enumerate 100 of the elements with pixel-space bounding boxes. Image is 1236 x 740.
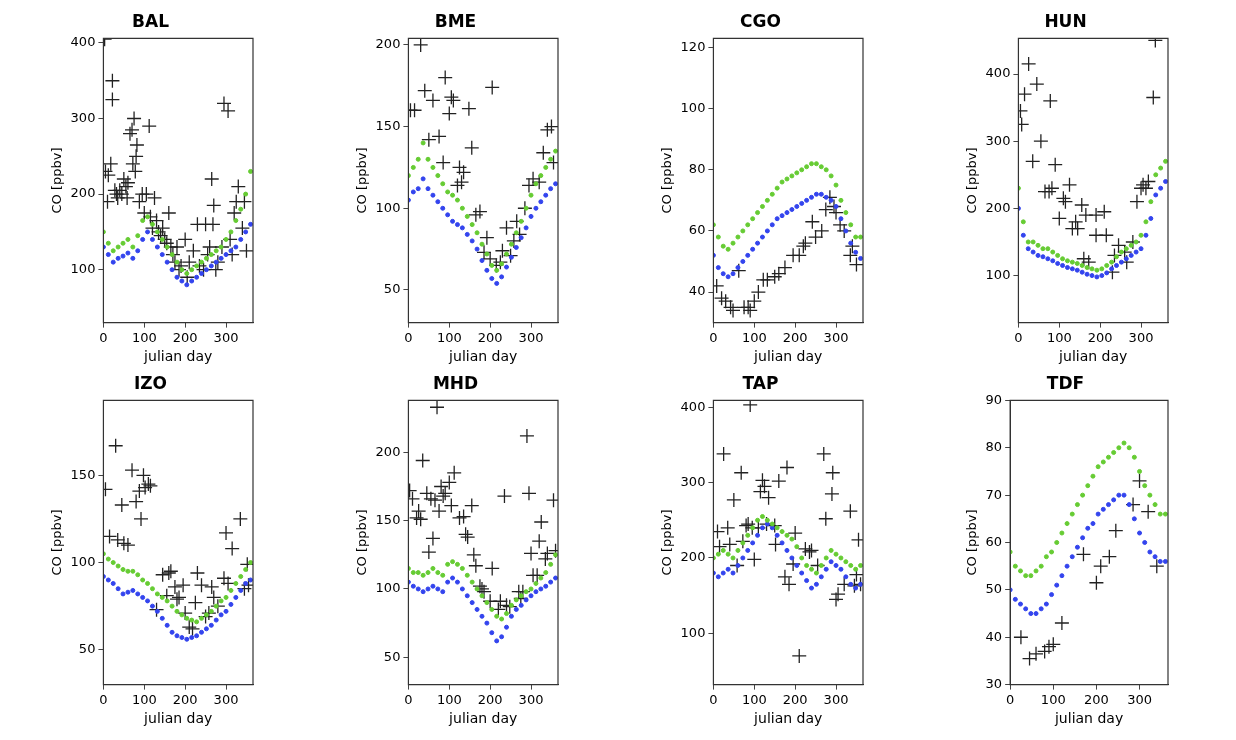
point [437,69,453,86]
point [713,539,728,555]
point [1057,194,1074,210]
y-axis-title: CO [ppbv] [964,147,980,214]
chart-title: MHD [432,372,479,393]
point [779,459,795,476]
point [167,579,183,595]
point [735,533,751,550]
x-tick-label: 100 [436,329,462,345]
x-axis-title: julian day [143,348,213,365]
point [446,465,462,481]
y-axis-title: CO [ppbv] [964,509,980,576]
point [468,558,484,574]
point [791,247,807,264]
chart-title: HUN [1044,10,1087,31]
point [809,557,826,574]
point [435,154,451,171]
point [740,299,756,315]
point [1041,639,1057,655]
point [155,567,171,583]
point [193,577,210,593]
x-tick-label: 300 [1128,329,1154,345]
point [210,598,226,614]
x-tick-label: 300 [213,691,239,707]
point [232,511,248,527]
y-axis-title: CO [ppbv] [659,147,675,214]
y-tick-label: 30 [985,675,1003,691]
y-tick-label: 100 [70,553,96,569]
y-tick-label: 100 [375,580,401,596]
x-tick-label: 0 [404,691,413,707]
x-tick-label: 100 [131,329,157,345]
y-axis-title: CO [ppbv] [659,509,675,576]
x-tick-label: 200 [782,691,808,707]
point [511,226,528,243]
point [484,79,500,96]
point [1044,180,1060,196]
y-axis-title: CO [ppbv] [354,509,370,576]
point [220,575,236,592]
point [1088,575,1105,591]
x-tick-label: 100 [741,329,767,345]
point [415,452,431,469]
point [746,293,762,309]
point [204,579,220,595]
x-tick-label: 200 [172,329,198,345]
point [218,525,234,541]
point [826,198,842,215]
x-axis-title: julian day [1053,710,1124,727]
point [133,511,149,527]
y-tick-label: 80 [688,161,706,177]
point [722,536,738,553]
x-tick-label: 0 [99,329,108,345]
point [429,400,445,415]
point [1028,646,1044,662]
y-tick-label: 200 [70,185,96,201]
x-axis-title: julian day [753,710,823,727]
point [533,514,549,530]
point [535,145,551,161]
point [1055,190,1072,206]
y-tick-label: 60 [688,222,706,238]
x-tick-label: 300 [518,691,544,707]
point [445,92,462,109]
y-tick-label: 300 [680,473,706,489]
x-tick-label: 0 [1014,329,1023,345]
x-axis-title: julian day [753,348,823,365]
point [531,533,547,549]
point [464,140,480,156]
point [484,560,500,577]
point [443,89,459,105]
point [1101,549,1117,565]
point [1131,473,1148,489]
y-axis-title: CO [ppbv] [49,147,65,214]
point [148,601,165,618]
point [1129,194,1145,210]
point [844,238,861,254]
point [110,532,126,548]
point [842,503,858,519]
point [1149,558,1165,574]
y-tick-label: 100 [70,261,96,277]
point [455,508,472,525]
point [175,577,191,593]
point [1020,56,1037,72]
point [1096,204,1112,220]
point [539,122,556,138]
x-tick-label: 0 [99,691,108,707]
point [750,284,767,300]
x-tick-label: 0 [1006,691,1015,707]
point [529,567,545,583]
chart-title: IZO [133,372,168,393]
x-tick-label: 0 [709,329,718,345]
chart-title: CGO [740,10,781,31]
point [449,177,466,194]
point [1033,133,1049,149]
y-tick-label: 200 [985,199,1011,215]
point [1029,76,1045,92]
chart-title: BAL [132,10,170,31]
point [425,530,441,547]
point [413,38,429,53]
y-tick-label: 50 [78,641,96,657]
x-axis-title: julian day [448,348,518,365]
point [1045,636,1061,652]
